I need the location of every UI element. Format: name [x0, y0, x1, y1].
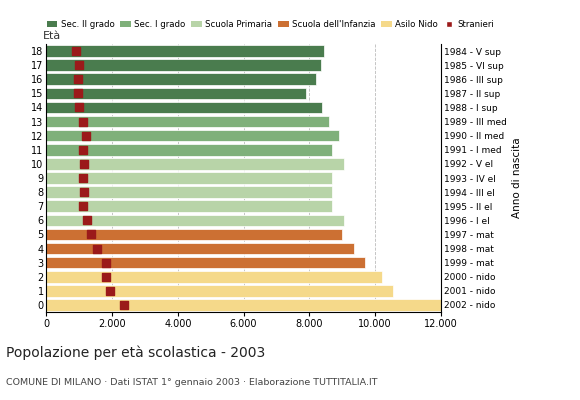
Point — [73, 90, 82, 96]
Text: Popolazione per età scolastica - 2003: Popolazione per età scolastica - 2003 — [6, 346, 265, 360]
Bar — [46, 200, 332, 212]
Text: COMUNE DI MILANO · Dati ISTAT 1° gennaio 2003 · Elaborazione TUTTITALIA.IT: COMUNE DI MILANO · Dati ISTAT 1° gennaio… — [6, 378, 378, 387]
Bar — [46, 88, 306, 99]
Bar — [46, 229, 342, 240]
Bar — [46, 299, 444, 311]
Bar — [46, 130, 339, 142]
Legend: Sec. II grado, Sec. I grado, Scuola Primaria, Scuola dell'Infanzia, Asilo Nido, : Sec. II grado, Sec. I grado, Scuola Prim… — [47, 20, 495, 29]
Point — [81, 132, 90, 139]
Bar — [46, 271, 382, 282]
Point — [79, 189, 89, 195]
Bar — [46, 257, 365, 268]
Y-axis label: Anno di nascita: Anno di nascita — [512, 138, 522, 218]
Point — [73, 76, 82, 82]
Bar — [46, 74, 316, 85]
Bar — [46, 186, 332, 198]
Point — [79, 161, 89, 167]
Point — [101, 274, 110, 280]
Bar — [46, 116, 329, 127]
Point — [78, 146, 87, 153]
Bar — [46, 102, 322, 113]
Point — [101, 260, 110, 266]
Text: Età: Età — [42, 31, 61, 41]
Bar — [46, 285, 393, 297]
Point — [93, 245, 102, 252]
Bar — [46, 172, 332, 184]
Point — [86, 231, 96, 238]
Point — [119, 302, 128, 308]
Point — [75, 62, 84, 68]
Bar — [46, 158, 344, 170]
Point — [71, 48, 81, 54]
Bar — [46, 59, 321, 71]
Point — [75, 104, 84, 111]
Point — [78, 175, 87, 181]
Bar — [46, 214, 344, 226]
Point — [106, 288, 115, 294]
Point — [78, 118, 87, 125]
Bar — [46, 243, 354, 254]
Bar — [46, 144, 332, 156]
Point — [78, 203, 87, 210]
Point — [83, 217, 92, 224]
Bar — [46, 45, 324, 57]
